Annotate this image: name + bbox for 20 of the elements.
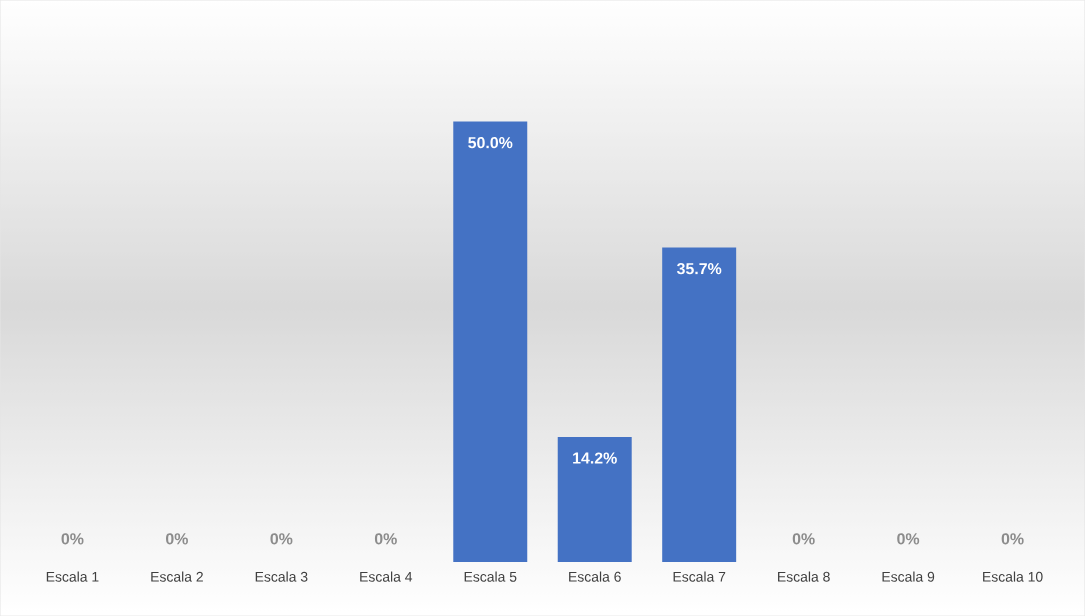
data-label: 0% bbox=[374, 533, 397, 545]
x-tick-label: Escala 2 bbox=[151, 571, 203, 582]
data-label: 0% bbox=[165, 533, 188, 545]
data-label: 0% bbox=[270, 533, 293, 545]
x-tick-label: Escala 10 bbox=[983, 571, 1043, 582]
data-label: 0% bbox=[61, 533, 84, 545]
data-label: 14.2% bbox=[573, 452, 617, 464]
x-tick-label: Escala 9 bbox=[882, 571, 935, 582]
x-tick-label: Escala 7 bbox=[673, 571, 726, 582]
x-tick-label: Escala 6 bbox=[569, 571, 621, 582]
x-tick-label: Escala 5 bbox=[464, 571, 517, 582]
data-label: 0% bbox=[792, 533, 815, 545]
data-label: 0% bbox=[1001, 533, 1024, 545]
x-tick-label: Escala 4 bbox=[360, 571, 413, 582]
data-label: 0% bbox=[897, 533, 920, 545]
x-tick-label: Escala 3 bbox=[255, 571, 308, 582]
x-tick-label: Escala 1 bbox=[46, 571, 99, 582]
data-label: 35.7% bbox=[676, 262, 722, 275]
x-tick-label: Escala 8 bbox=[778, 571, 830, 582]
data-label: 50.0% bbox=[468, 136, 513, 149]
